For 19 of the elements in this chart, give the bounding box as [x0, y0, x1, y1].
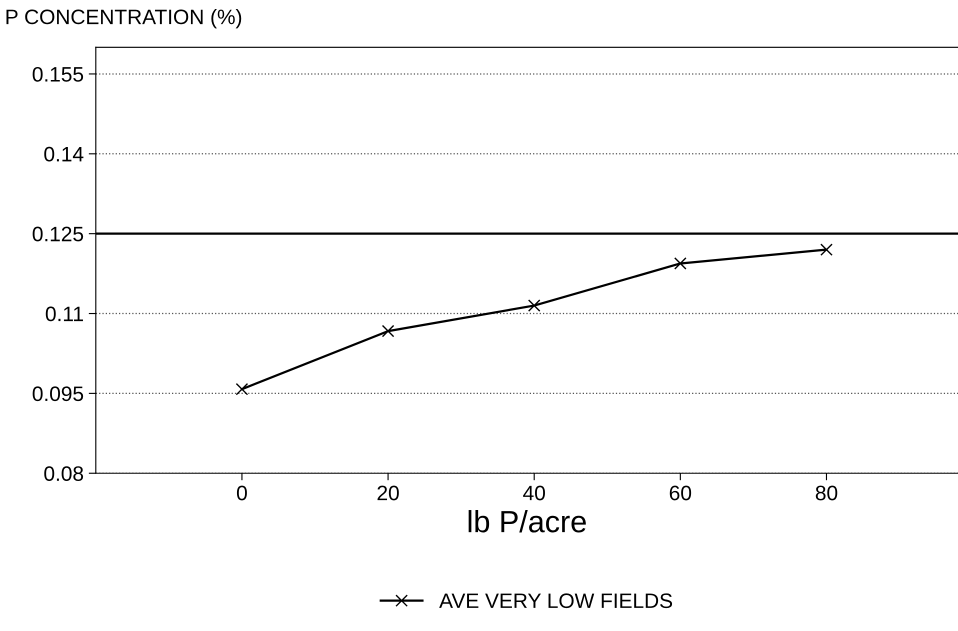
- x-tick-label: 0: [236, 486, 247, 500]
- x-tick-label: 80: [816, 486, 838, 500]
- x-tick-label: 40: [523, 486, 545, 500]
- point: [382, 324, 394, 338]
- y-tick-label: 0.095: [32, 386, 84, 402]
- y-tick-label: 0.155: [32, 66, 84, 82]
- point: [528, 299, 540, 312]
- y-axis-title: P CONCENTRATION (%): [6, 8, 242, 28]
- y-tick-label: 0.08: [44, 466, 84, 482]
- x-axis-title: lb P/acre: [468, 510, 586, 532]
- point: [236, 382, 248, 396]
- y-tick-label: 0.125: [32, 226, 84, 242]
- point: [674, 257, 687, 270]
- x-tick-label: 60: [670, 486, 692, 500]
- point: [820, 243, 833, 256]
- legend-label: AVE VERY LOW FIELDS: [439, 593, 672, 608]
- y-tick-label: 0.14: [44, 146, 84, 162]
- x-tick-label: 20: [378, 486, 399, 500]
- y-tick-label: 0.11: [46, 306, 83, 322]
